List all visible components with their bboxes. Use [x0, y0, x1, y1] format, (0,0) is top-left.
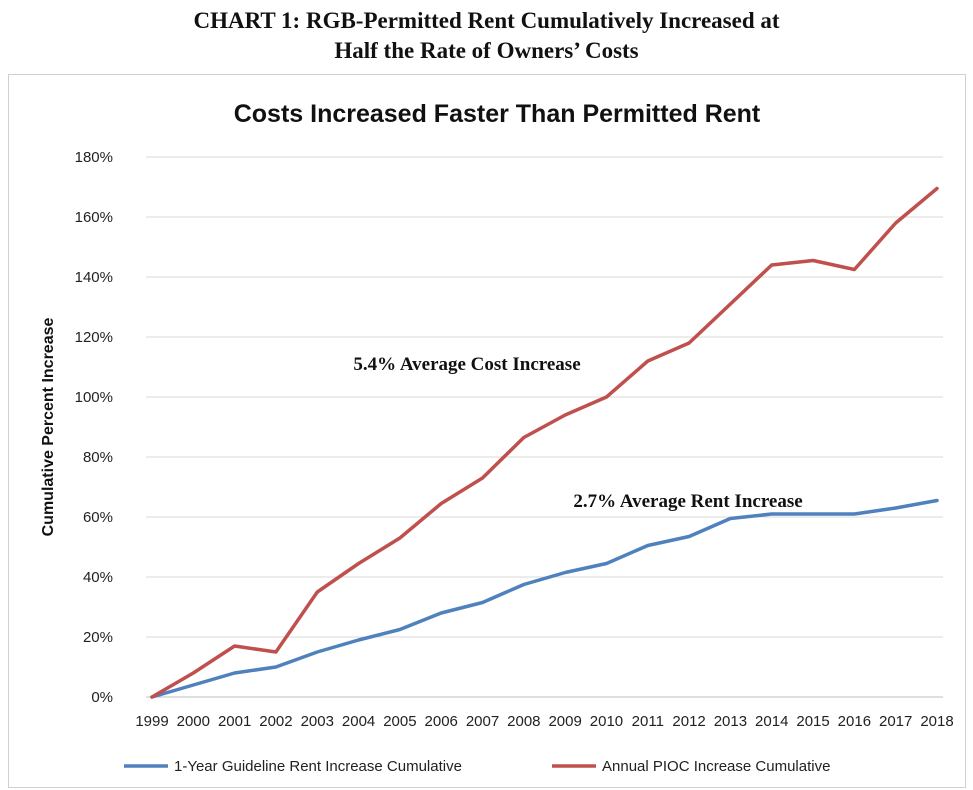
- x-tick-label: 2012: [672, 713, 705, 730]
- header-line-2: Half the Rate of Owners’ Costs: [334, 38, 639, 63]
- annotation-rent: 2.7% Average Rent Increase: [573, 491, 802, 512]
- chart-title: Costs Increased Faster Than Permitted Re…: [234, 100, 761, 128]
- y-tick-label: 120%: [75, 329, 113, 346]
- legend-label-1: 1-Year Guideline Rent Increase Cumulativ…: [174, 758, 462, 775]
- legend: 1-Year Guideline Rent Increase Cumulativ…: [124, 758, 830, 775]
- y-tick-label: 0%: [91, 689, 113, 706]
- y-tick-label: 100%: [75, 389, 113, 406]
- x-axis-ticks: 1999 2000 2001 2002 2003 2004 2005 2006 2007 2008…: [135, 713, 953, 730]
- y-tick-label: 40%: [83, 569, 113, 586]
- y-tick-label: 140%: [75, 269, 113, 286]
- legend-label-2: Annual PIOC Increase Cumulative: [602, 758, 830, 775]
- x-tick-label: 2000: [177, 713, 210, 730]
- y-tick-label: 160%: [75, 209, 113, 226]
- x-tick-label: 2014: [755, 713, 788, 730]
- y-tick-label: 20%: [83, 629, 113, 646]
- annotation-cost: 5.4% Average Cost Increase: [353, 354, 580, 375]
- series-line-1: [150, 498, 939, 699]
- x-tick-label: 2013: [714, 713, 747, 730]
- x-tick-label: 2007: [466, 713, 499, 730]
- x-tick-label: 2001: [218, 713, 251, 730]
- x-tick-label: 2005: [383, 713, 416, 730]
- x-tick-label: 2017: [879, 713, 912, 730]
- y-tick-label: 180%: [75, 149, 113, 166]
- x-tick-label: 2008: [507, 713, 540, 730]
- y-axis-label: Cumulative Percent Increase: [40, 318, 57, 537]
- y-axis-ticks: 0% 20% 40% 60% 80% 100% 120% 140% 160% 180%: [75, 149, 113, 706]
- x-tick-label: 2004: [342, 713, 375, 730]
- x-tick-label: 2009: [548, 713, 581, 730]
- x-tick-label: 1999: [135, 713, 168, 730]
- y-tick-label: 80%: [83, 449, 113, 466]
- x-tick-label: 2015: [796, 713, 829, 730]
- chart-frame: [8, 74, 966, 788]
- report-header: CHART 1: RGB-Permitted Rent Cumulatively…: [0, 6, 973, 66]
- x-tick-label: 2010: [590, 713, 623, 730]
- x-tick-label: 2016: [838, 713, 871, 730]
- x-tick-label: 2002: [259, 713, 292, 730]
- series-lines: [150, 186, 939, 699]
- x-tick-label: 2011: [632, 713, 664, 730]
- x-tick-label: 2018: [920, 713, 953, 730]
- series-line-2: [150, 186, 939, 699]
- header-line-1: CHART 1: RGB-Permitted Rent Cumulatively…: [193, 8, 780, 33]
- x-tick-label: 2006: [425, 713, 458, 730]
- x-tick-label: 2003: [301, 713, 334, 730]
- y-tick-label: 60%: [83, 509, 113, 526]
